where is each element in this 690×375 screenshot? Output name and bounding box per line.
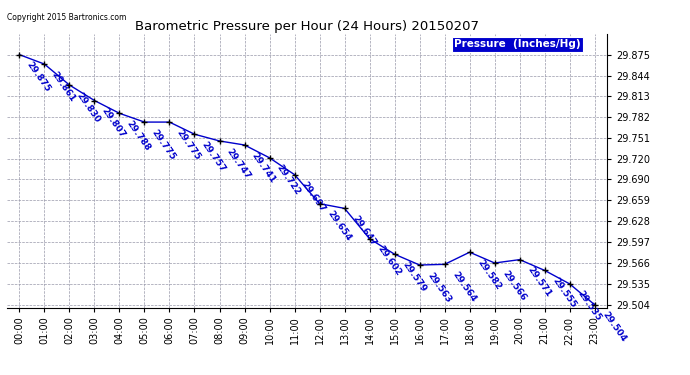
Text: 29.602: 29.602 <box>375 244 402 278</box>
Text: 29.875: 29.875 <box>25 60 52 94</box>
Text: 29.566: 29.566 <box>500 268 527 302</box>
Text: 29.582: 29.582 <box>475 258 502 291</box>
Text: 29.647: 29.647 <box>350 214 377 248</box>
Text: 29.697: 29.697 <box>300 180 328 214</box>
Text: 29.747: 29.747 <box>225 147 253 180</box>
Text: 29.555: 29.555 <box>550 276 578 310</box>
Text: 29.861: 29.861 <box>50 70 77 103</box>
Text: 29.830: 29.830 <box>75 90 102 124</box>
Text: 29.807: 29.807 <box>100 106 127 140</box>
Text: 29.654: 29.654 <box>325 209 353 243</box>
Text: 29.775: 29.775 <box>150 128 177 162</box>
Text: Pressure  (Inches/Hg): Pressure (Inches/Hg) <box>454 39 581 49</box>
Text: 29.741: 29.741 <box>250 150 277 184</box>
Title: Barometric Pressure per Hour (24 Hours) 20150207: Barometric Pressure per Hour (24 Hours) … <box>135 20 479 33</box>
Text: 29.775: 29.775 <box>175 128 202 162</box>
Text: 29.563: 29.563 <box>425 271 453 304</box>
Text: 29.579: 29.579 <box>400 260 428 294</box>
Text: Copyright 2015 Bartronics.com: Copyright 2015 Bartronics.com <box>7 13 126 22</box>
Text: 29.571: 29.571 <box>525 265 553 299</box>
Text: 29.504: 29.504 <box>600 310 627 344</box>
Text: 29.535: 29.535 <box>575 290 602 323</box>
Text: 29.788: 29.788 <box>125 119 152 153</box>
Text: 29.722: 29.722 <box>275 164 302 197</box>
Text: 29.564: 29.564 <box>450 270 477 304</box>
Text: 29.757: 29.757 <box>200 140 228 174</box>
